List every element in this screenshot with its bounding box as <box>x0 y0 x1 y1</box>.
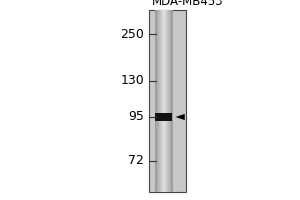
Bar <box>148 10 186 192</box>
Text: 95: 95 <box>128 110 144 123</box>
Text: 72: 72 <box>128 154 144 168</box>
Text: 130: 130 <box>120 74 144 88</box>
Bar <box>154 113 172 121</box>
Text: MDA-MB453: MDA-MB453 <box>152 0 223 8</box>
Text: 250: 250 <box>120 27 144 40</box>
Polygon shape <box>176 114 185 120</box>
